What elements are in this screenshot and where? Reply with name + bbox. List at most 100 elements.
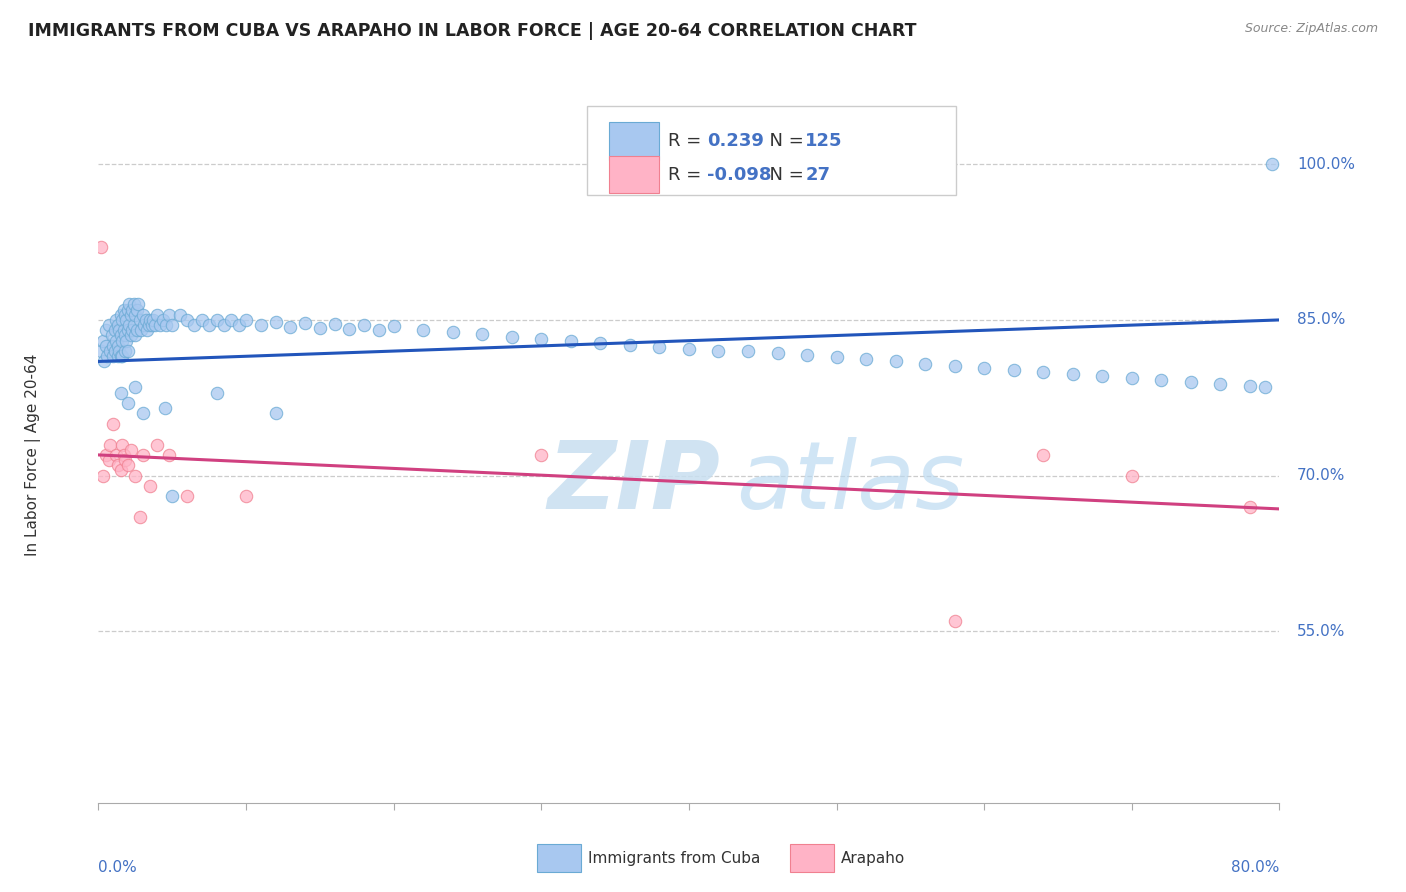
Point [120,328,142,343]
Point [103,349,125,363]
Point [120,308,142,322]
Point [107,349,129,363]
Point [143,318,166,332]
Point [129,323,152,337]
Point [114,453,136,467]
Text: 100.0%: 100.0% [1298,157,1355,171]
Point [117,458,139,473]
Point [235,490,257,504]
Point [589,335,612,350]
Point [250,318,273,332]
Point [100,328,122,343]
Text: 80.0%: 80.0% [1232,860,1279,875]
Point [412,323,434,337]
Point [136,323,159,337]
Point [155,318,177,332]
Point [90,240,112,254]
Text: IMMIGRANTS FROM CUBA VS ARAPAHO IN LABOR FORCE | AGE 20-64 CORRELATION CHART: IMMIGRANTS FROM CUBA VS ARAPAHO IN LABOR… [28,22,917,40]
Text: 0.0%: 0.0% [98,860,138,875]
Point [118,318,141,332]
Point [142,313,165,327]
Point [115,313,138,327]
Point [128,510,150,524]
Point [264,315,287,329]
Point [117,302,139,317]
Point [98,344,121,359]
Point [93,354,115,368]
Point [1091,369,1114,384]
Point [121,302,143,317]
Point [1121,468,1143,483]
Point [111,334,134,348]
Point [796,348,818,362]
Point [353,318,375,332]
Point [191,313,214,327]
Point [737,344,759,359]
Point [114,328,136,343]
Point [1032,448,1054,462]
Text: Arapaho: Arapaho [841,851,905,865]
Point [124,468,146,483]
Text: N =: N = [758,132,808,150]
Point [139,479,162,493]
Point [1239,500,1261,514]
Text: In Labor Force | Age 20-64: In Labor Force | Age 20-64 [25,354,41,556]
Point [111,313,134,327]
Point [183,318,205,332]
Text: Source: ZipAtlas.com: Source: ZipAtlas.com [1244,22,1378,36]
Point [108,323,131,337]
Point [110,328,132,343]
Point [127,297,149,311]
Point [309,321,332,335]
Point [110,349,132,363]
Text: R =: R = [668,132,707,150]
Point [294,316,316,330]
Point [139,313,162,327]
Point [97,453,120,467]
Point [157,308,180,322]
Point [111,349,134,363]
Point [110,385,132,400]
Point [122,318,145,332]
Text: -0.098: -0.098 [707,166,772,184]
Point [108,344,131,359]
Point [205,385,228,400]
Point [337,322,360,336]
Point [884,354,907,368]
Point [105,313,128,327]
Point [157,448,180,462]
Point [530,332,553,346]
Point [471,327,494,342]
Point [368,323,391,337]
Point [648,340,671,354]
Point [104,344,127,359]
Point [103,417,125,431]
Point [825,351,848,365]
Point [111,437,134,451]
Point [91,334,114,348]
Text: ZIP: ZIP [547,437,720,529]
Point [118,297,141,311]
Point [94,323,117,337]
Point [1062,367,1084,381]
Point [707,344,730,359]
Point [120,442,142,457]
Point [855,352,877,367]
Point [124,380,146,394]
Point [114,344,136,359]
Point [122,297,145,311]
Point [103,339,125,353]
Point [149,318,172,332]
Point [619,338,641,352]
Point [91,468,114,483]
Point [97,318,120,332]
Point [530,448,553,462]
Point [112,302,135,317]
Point [1239,379,1261,393]
Point [973,360,995,375]
Point [1121,371,1143,385]
Point [135,313,157,327]
Point [115,334,138,348]
Point [152,313,174,327]
Text: 55.0%: 55.0% [1298,624,1346,639]
